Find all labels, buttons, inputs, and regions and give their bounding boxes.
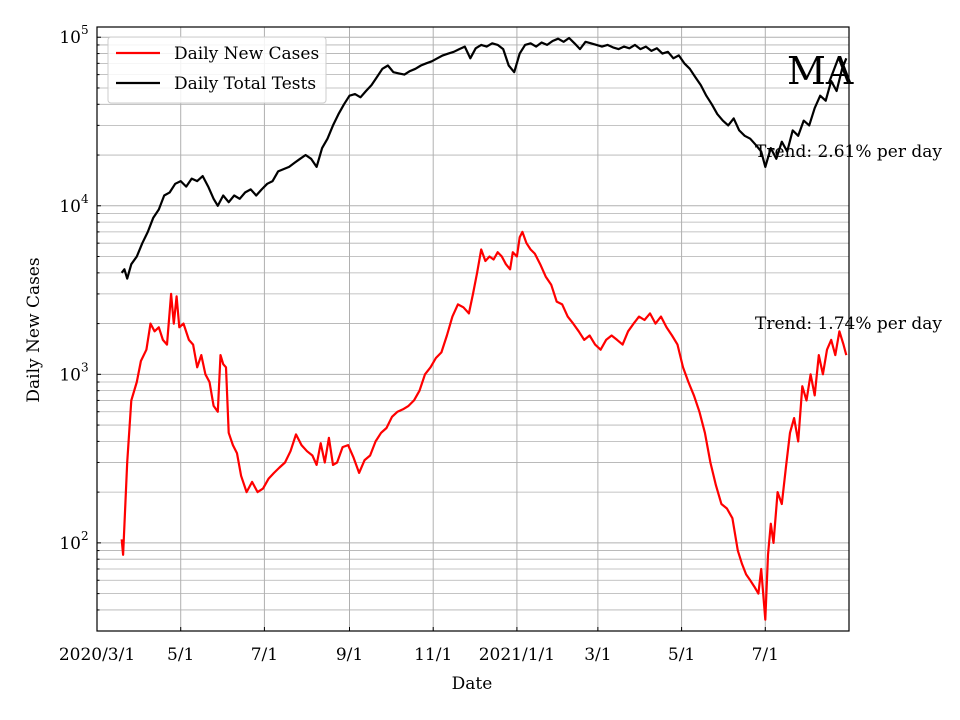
- y-tick-exponent: 3: [81, 360, 89, 374]
- daily-total-tests-line: [120, 36, 848, 280]
- axis-ticks: 2020/3/1 5/1 7/1 9/1 11/1 2021/1/1 3/1 5/1 7/1 10…: [59, 23, 779, 665]
- x-axis-label: Date: [452, 674, 493, 694]
- annotations: MA Trend: 2.61% per day Trend: 1.74% per d…: [755, 49, 942, 334]
- y-tick-exponent: 2: [81, 529, 89, 543]
- x-tick-label: 2021/1/1: [479, 645, 555, 665]
- x-tick-label: 7/1: [752, 645, 779, 665]
- y-axis-label: Daily New Cases: [24, 257, 44, 402]
- x-tick-label: 2020/3/1: [59, 645, 135, 665]
- x-tick-label: 3/1: [584, 645, 611, 665]
- x-tick-label: 5/1: [668, 645, 695, 665]
- trend-annotation-cases: Trend: 1.74% per day: [755, 314, 942, 334]
- x-tick-label: 5/1: [167, 645, 194, 665]
- trend-annotation-tests: Trend: 2.61% per day: [755, 142, 942, 162]
- chart-title: MA: [787, 49, 854, 93]
- plot-series: [120, 36, 848, 621]
- y-tick-exponent: 4: [81, 192, 89, 206]
- y-tick-exponent: 5: [81, 23, 89, 37]
- plot-frame: [96, 26, 850, 632]
- y-tick-label: 10: [59, 28, 81, 48]
- legend-label-tests: Daily Total Tests: [174, 74, 316, 94]
- legend: Daily New Cases Daily Total Tests: [107, 36, 327, 104]
- grid-lines: [96, 27, 849, 632]
- x-tick-label: 7/1: [251, 645, 278, 665]
- x-tick-label: 9/1: [336, 645, 363, 665]
- x-tick-label: 11/1: [414, 645, 452, 665]
- legend-label-cases: Daily New Cases: [174, 44, 319, 64]
- y-tick-label: 10: [59, 365, 81, 385]
- y-tick-label: 10: [59, 197, 81, 217]
- legend-box: [107, 36, 327, 104]
- y-tick-label: 10: [59, 534, 81, 554]
- daily-new-cases-line: [120, 230, 848, 621]
